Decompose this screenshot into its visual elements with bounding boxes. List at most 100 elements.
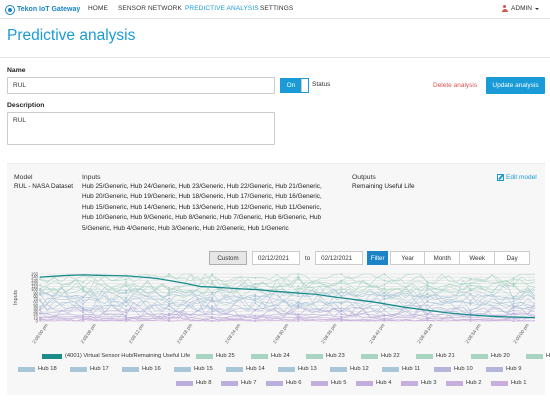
legend-entry[interactable]: Hub 8: [176, 380, 211, 386]
model-panel: [7, 163, 545, 395]
period-week-button[interactable]: Week: [460, 251, 496, 265]
filter-button[interactable]: Filter: [367, 251, 389, 265]
legend-swatch: [361, 353, 378, 359]
description-textarea[interactable]: RUL: [7, 112, 275, 145]
status-toggle-on: On: [281, 79, 301, 92]
legend-entry[interactable]: Hub 20: [471, 353, 510, 359]
hub-series-line: [39, 273, 536, 284]
legend-label: Hub 18: [38, 366, 57, 372]
status-toggle[interactable]: On: [280, 78, 309, 93]
legend-entry[interactable]: Hub 16: [122, 366, 161, 372]
legend-label: Hub 20: [491, 353, 510, 359]
hub-series-line: [39, 289, 536, 306]
page-title: Predictive analysis: [7, 27, 136, 44]
nav-home[interactable]: HOME: [88, 5, 108, 12]
legend-entry[interactable]: Hub 18: [18, 366, 57, 372]
legend-entry[interactable]: Hub 11: [382, 366, 420, 372]
legend-entry[interactable]: Hub 6: [266, 380, 301, 386]
legend-entry[interactable]: (4001) Virtual Sensor Hub/Remaining Usef…: [42, 353, 190, 359]
update-analysis-button[interactable]: Update analysis: [486, 77, 545, 94]
legend-label: Hub 2: [466, 380, 482, 386]
legend-entry[interactable]: Hub 4: [356, 380, 391, 386]
legend-swatch: [122, 366, 139, 372]
y-tick-label: 60: [33, 300, 38, 305]
inputs-header: Inputs: [82, 174, 101, 181]
name-input[interactable]: RUL: [7, 77, 275, 94]
y-tick-label: 30: [33, 309, 38, 314]
status-label: Status: [312, 81, 331, 88]
period-year-button[interactable]: Year: [390, 251, 426, 265]
inputs-line-chart: Inputs 0102030405060708090100110120130140…: [13, 272, 536, 345]
legend-entry[interactable]: Hub 19: [526, 353, 550, 359]
date-to-input[interactable]: 02/12/2021: [315, 251, 364, 265]
legend-entry[interactable]: Hub 5: [311, 380, 346, 386]
y-tick-label: 10: [33, 315, 38, 320]
description-label: Description: [7, 102, 45, 109]
y-tick-label: 70: [33, 297, 38, 302]
legend-entry[interactable]: Hub 17: [70, 366, 109, 372]
legend-entry[interactable]: Hub 23: [306, 353, 345, 359]
legend-label: Hub 15: [194, 366, 213, 372]
edit-model-link[interactable]: Edit model: [497, 174, 537, 181]
legend-entry[interactable]: Hub 10: [434, 366, 473, 372]
legend-entry[interactable]: Hub 14: [226, 366, 265, 372]
top-navbar: Tekon IoT Gateway HOME SENSOR NETWORK PR…: [0, 0, 550, 19]
legend-entry[interactable]: Hub 9: [486, 366, 521, 372]
y-tick-label: 20: [33, 312, 38, 317]
hub-series-line: [39, 289, 536, 308]
legend-label: Hub 21: [436, 353, 455, 359]
legend-label: Hub 8: [196, 380, 212, 386]
legend-label: Hub 12: [350, 366, 369, 372]
custom-range-button[interactable]: Custom: [209, 251, 247, 265]
legend-label: Hub 11: [402, 366, 421, 372]
name-input-value: RUL: [13, 82, 27, 89]
legend-swatch: [226, 366, 243, 372]
legend-entry[interactable]: Hub 3: [401, 380, 436, 386]
legend-label: Hub 4: [376, 380, 392, 386]
period-month-button[interactable]: Month: [425, 251, 461, 265]
delete-analysis-link[interactable]: Delete analysis: [433, 82, 478, 89]
legend-swatch: [174, 366, 191, 372]
inputs-line: Hub 25/Generic, Hub 24/Generic, Hub 23/G…: [82, 183, 322, 190]
period-day-button[interactable]: Day: [495, 251, 531, 265]
legend-swatch: [18, 366, 35, 372]
legend-swatch: [311, 380, 328, 386]
nav-sensor-network[interactable]: SENSOR NETWORK: [118, 5, 182, 12]
inputs-line: Hub 10/Generic, Hub 9/Generic, Hub 8/Gen…: [82, 214, 322, 222]
legend-swatch: [70, 366, 87, 372]
legend-entry[interactable]: Hub 13: [278, 366, 317, 372]
legend-swatch: [330, 366, 347, 372]
legend-swatch: [42, 353, 62, 359]
x-tick-label: 2:08:36 pm: [320, 323, 337, 345]
rul-series-line: [39, 274, 536, 319]
legend-label: Hub 22: [381, 353, 400, 359]
date-from-input[interactable]: 02/12/2021: [252, 251, 300, 265]
edit-icon: [497, 174, 504, 181]
inputs-line: 5/Generic, Hub 4/Generic, Hub 3/Generic,…: [82, 224, 289, 232]
to-label: to: [305, 254, 311, 262]
x-tick-label: 2:08:48 pm: [416, 323, 433, 345]
legend-entry[interactable]: Hub 2: [446, 380, 481, 386]
legend-entry[interactable]: Hub 25: [196, 353, 235, 359]
legend-entry[interactable]: Hub 22: [361, 353, 400, 359]
x-tick-label: 2:08:00 pm: [32, 323, 49, 345]
legend-label: Hub 17: [90, 366, 109, 372]
legend-swatch: [434, 366, 451, 372]
legend-entry[interactable]: Hub 24: [251, 353, 290, 359]
legend-entry[interactable]: Hub 7: [221, 380, 256, 386]
legend-label: (4001) Virtual Sensor Hub/Remaining Usef…: [65, 353, 191, 359]
legend-entry[interactable]: Hub 21: [416, 353, 455, 359]
nav-settings[interactable]: SETTINGS: [260, 5, 294, 12]
x-tick-label: 2:09:00 pm: [513, 323, 530, 345]
brand-logo[interactable]: Tekon IoT Gateway: [5, 4, 80, 15]
legend-entry[interactable]: Hub 15: [174, 366, 213, 372]
legend-swatch: [251, 353, 268, 359]
legend-label: Hub 16: [142, 366, 161, 372]
nav-predictive-analysis[interactable]: PREDICTIVE ANALYSIS: [185, 5, 259, 12]
legend-entry[interactable]: Hub 12: [330, 366, 369, 372]
legend-entry[interactable]: Hub 1: [491, 380, 526, 386]
name-label: Name: [7, 67, 26, 74]
user-menu[interactable]: ADMIN: [501, 5, 539, 12]
model-value: RUL - NASA Dataset: [14, 183, 74, 190]
x-tick-label: 2:08:06 pm: [80, 323, 97, 345]
